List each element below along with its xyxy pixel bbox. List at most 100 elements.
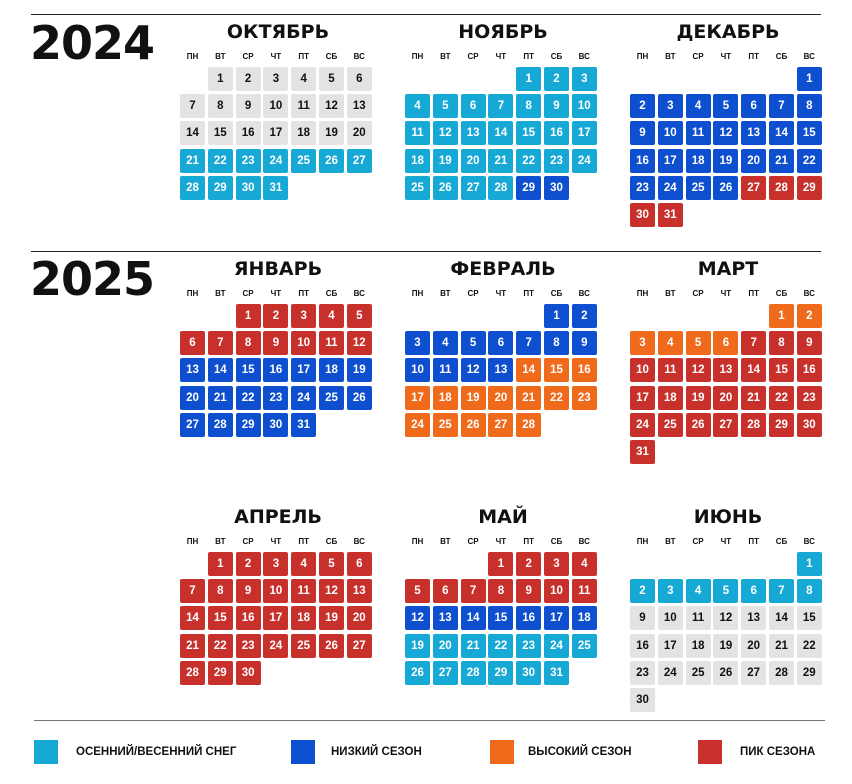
day-cell: 3 [291, 304, 317, 328]
day-cell: 24 [657, 660, 683, 685]
day-cell: 26 [319, 633, 344, 658]
day-cell: 17 [405, 385, 430, 410]
day-cell: 15 [207, 606, 233, 631]
day-cell: 11 [432, 358, 458, 383]
day-cell: 12 [460, 358, 486, 383]
day-cell: 15 [516, 121, 542, 146]
day-cell: 16 [630, 148, 655, 173]
day-cell: 25 [685, 660, 711, 685]
day-cell: 14 [769, 121, 794, 146]
weekday-label: ПН [636, 537, 649, 546]
day-cell: 25 [291, 148, 317, 173]
weekday-label: ПТ [523, 537, 534, 546]
day-cell: 20 [180, 385, 205, 410]
weekday-label: ЧТ [270, 52, 282, 61]
weekday-label: ПН [186, 289, 199, 298]
weekday-label: ЧТ [720, 289, 732, 298]
day-cell: 10 [571, 94, 597, 119]
day-cell: 28 [488, 175, 514, 200]
day-cell: 19 [405, 633, 430, 658]
weekday-label: ВТ [665, 537, 676, 546]
day-cell: 17 [263, 121, 289, 146]
day-cell: 9 [235, 94, 261, 119]
day-cell: 29 [207, 660, 233, 685]
month-октябрь: ОКТЯБРЬ ПН ВТ СР ЧТ ПТ СБ ВС 1 2 3 4 5 6 7 8 9 10 11 12 13 14… [180, 22, 376, 200]
day-cell: 18 [405, 148, 430, 173]
day-cell: 25 [657, 412, 683, 437]
weekday-label: ПТ [748, 289, 759, 298]
day-cell: 17 [544, 606, 569, 631]
month-title: ИЮНЬ [693, 506, 763, 528]
day-cell: 23 [516, 633, 542, 658]
day-cell: 20 [488, 385, 514, 410]
year-title-2025: 2025 [30, 252, 155, 306]
day-cell: 19 [713, 148, 739, 173]
weekday-header: ПН ВТ СР ЧТ ПТ СБ ВС [630, 51, 826, 63]
day-cell: 8 [796, 94, 822, 119]
day-cell: 24 [571, 148, 597, 173]
weekday-header: ПН ВТ СР ЧТ ПТ СБ ВС [630, 536, 826, 548]
day-cell: 27 [713, 412, 739, 437]
day-cell: 5 [713, 579, 739, 604]
weekday-label: СБ [550, 52, 563, 61]
day-cell: 18 [685, 633, 711, 658]
day-cell: 11 [405, 121, 430, 146]
day-cell: 2 [630, 579, 655, 604]
legend-divider [34, 720, 825, 721]
day-cell: 14 [516, 358, 542, 383]
day-cell: 25 [685, 175, 711, 200]
day-cell: 7 [180, 94, 205, 119]
month-февраль: ФЕВРАЛЬ ПН ВТ СР ЧТ ПТ СБ ВС 1 2 3 4 5 6 7 8 9 10 11 12 13 14… [405, 259, 601, 437]
day-cell: 10 [657, 121, 683, 146]
day-cell: 12 [713, 606, 739, 631]
day-cell: 18 [571, 606, 597, 631]
day-cell: 6 [741, 579, 767, 604]
day-cell: 13 [488, 358, 514, 383]
month-декабрь: ДЕКАБРЬ ПН ВТ СР ЧТ ПТ СБ ВС 1 2 3 4 5 6 7 8 9 10 11 12 13 14… [630, 22, 826, 227]
day-cell: 1 [235, 304, 261, 328]
day-cell: 24 [263, 148, 289, 173]
day-cell: 19 [685, 385, 711, 410]
weekday-label: СБ [550, 537, 563, 546]
weekday-label: ЧТ [270, 537, 282, 546]
day-cell: 24 [657, 175, 683, 200]
day-cell: 7 [207, 331, 233, 356]
day-cell: 17 [291, 358, 317, 383]
day-cell: 13 [432, 606, 458, 631]
weekday-label: ВС [578, 537, 590, 546]
day-cell: 14 [460, 606, 486, 631]
weekday-label: ВТ [440, 52, 451, 61]
day-cell: 5 [346, 304, 372, 328]
day-cell: 5 [405, 579, 430, 604]
day-cell: 30 [235, 660, 261, 685]
day-cell: 12 [319, 579, 344, 604]
day-cell: 30 [544, 175, 569, 200]
day-cell: 8 [516, 94, 542, 119]
day-cell: 11 [685, 121, 711, 146]
day-cell: 17 [263, 606, 289, 631]
day-cell: 22 [488, 633, 514, 658]
day-cell: 9 [796, 331, 822, 356]
day-cell: 16 [263, 358, 289, 383]
day-cell: 27 [741, 660, 767, 685]
day-cell: 6 [432, 579, 458, 604]
day-cell: 15 [488, 606, 514, 631]
day-cell: 4 [432, 331, 458, 356]
month-title: АПРЕЛЬ [234, 506, 322, 528]
day-cell: 26 [713, 175, 739, 200]
day-cell: 10 [657, 606, 683, 631]
weekday-label: ВТ [665, 289, 676, 298]
day-cell: 13 [346, 94, 372, 119]
day-cell: 16 [516, 606, 542, 631]
day-cell: 1 [516, 67, 542, 91]
day-cell: 6 [460, 94, 486, 119]
day-cell: 16 [796, 358, 822, 383]
day-cell: 31 [544, 660, 569, 685]
day-cell: 25 [432, 412, 458, 437]
day-cell: 26 [432, 175, 458, 200]
day-cell: 16 [544, 121, 569, 146]
weekday-header: ПН ВТ СР ЧТ ПТ СБ ВС [405, 288, 601, 300]
day-cell: 27 [432, 660, 458, 685]
day-cell: 21 [769, 148, 794, 173]
weekday-header: ПН ВТ СР ЧТ ПТ СБ ВС [180, 536, 376, 548]
